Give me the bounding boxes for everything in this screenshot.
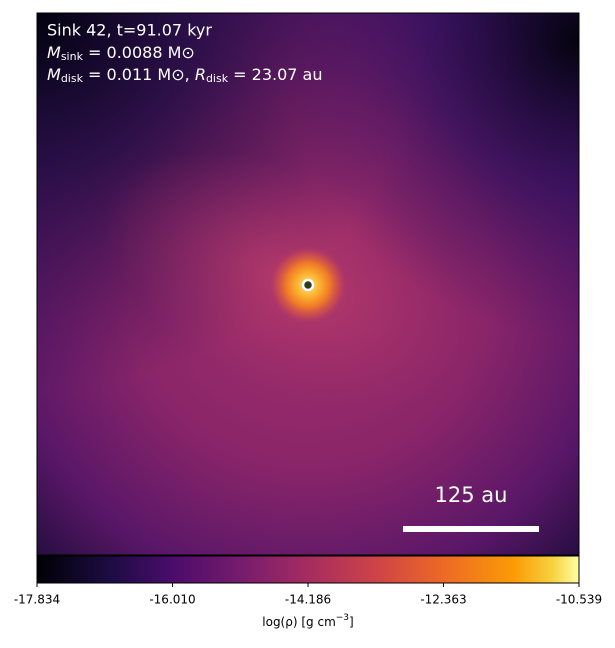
frame <box>36 12 580 556</box>
colorbar-tick-label: -10.539 <box>556 593 602 607</box>
density-map <box>37 13 579 555</box>
colorbar-label: log(ρ) [g cm−3] <box>262 613 353 629</box>
colorbar-tick-label: -12.363 <box>420 593 466 607</box>
sink-mass: Msink = 0.0088 M⊙ <box>47 43 195 64</box>
colorbar-tick-label: -14.186 <box>285 593 331 607</box>
scale-bar <box>403 526 539 532</box>
title: Sink 42, t=91.07 kyr <box>47 21 212 40</box>
colorbar-tick-label: -16.010 <box>149 593 195 607</box>
colorbar-tick-label: -17.834 <box>14 593 60 607</box>
disk-info: Mdisk = 0.011 M⊙, Rdisk = 23.07 au <box>47 65 323 86</box>
colorbar <box>36 555 580 584</box>
sink-marker <box>301 278 315 292</box>
scale-bar-label: 125 au <box>435 483 508 507</box>
